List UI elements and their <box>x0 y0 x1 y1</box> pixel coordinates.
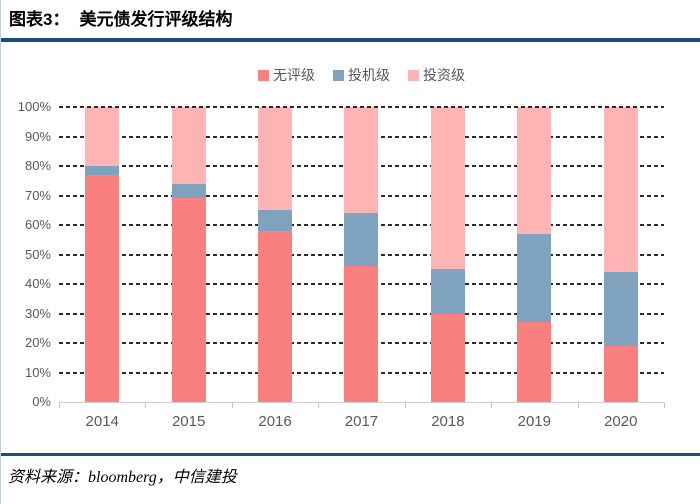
x-tick-label: 2014 <box>85 413 119 430</box>
bar-segment-investment <box>258 107 293 211</box>
bar-segment-investment <box>171 107 206 184</box>
legend-swatch-speculative <box>333 69 344 81</box>
legend-label: 无评级 <box>273 67 315 83</box>
bar-2014 <box>59 107 145 402</box>
legend-item-speculative: 投机级 <box>333 65 390 85</box>
x-tick-label: 2020 <box>604 413 638 430</box>
bar-2019 <box>491 107 577 402</box>
bar-segment-investment <box>85 107 120 167</box>
x-tick-label: 2019 <box>517 413 551 430</box>
bottom-divider <box>1 453 700 456</box>
source-note: 资料来源：bloomberg，中信建投 <box>8 469 237 486</box>
chart-legend: 无评级 投机级 投资级 <box>59 65 664 85</box>
bar-segment-speculative <box>258 210 293 231</box>
y-tick-label: 90% <box>24 128 51 144</box>
bar-segment-unrated <box>85 174 120 402</box>
y-tick-label: 40% <box>24 276 51 291</box>
figure-header: 图表3： 美元债发行评级结构 <box>9 5 232 30</box>
bar-2017 <box>318 107 404 402</box>
bar-2020 <box>578 107 664 402</box>
top-divider <box>1 38 700 42</box>
y-tick-label: 60% <box>24 217 51 232</box>
bar-segment-speculative <box>430 269 465 314</box>
bar-segment-unrated <box>258 230 293 402</box>
bar-segment-speculative <box>603 272 638 346</box>
x-axis-labels: 2014 2015 2016 2017 2018 2019 2020 <box>59 413 664 430</box>
y-tick-label: 80% <box>24 158 51 173</box>
figure-title: 美元债发行评级结构 <box>79 10 233 29</box>
legend-swatch-unrated <box>258 69 269 81</box>
x-axis-tick <box>145 403 147 408</box>
bar-segment-unrated <box>603 345 638 402</box>
y-tick-label: 0% <box>32 394 51 409</box>
bar-segment-investment <box>517 107 552 234</box>
y-tick-label: 70% <box>24 187 51 203</box>
bar-2015 <box>145 107 231 402</box>
bar-2018 <box>405 107 491 402</box>
y-tick-label: 30% <box>24 305 51 321</box>
bar-segment-investment <box>430 107 465 270</box>
bar-segment-unrated <box>344 266 379 402</box>
x-axis-tick <box>577 403 579 408</box>
gridline-100% <box>59 106 664 108</box>
legend-item-investment: 投资级 <box>408 65 465 85</box>
bar-segment-unrated <box>171 198 206 402</box>
x-tick-label: 2017 <box>344 413 379 430</box>
bar-series <box>59 107 664 402</box>
bar-2016 <box>232 107 318 402</box>
x-axis-tick <box>231 403 233 408</box>
bar-segment-investment <box>603 107 638 273</box>
x-axis-tick <box>59 403 60 408</box>
bar-segment-speculative <box>344 213 379 267</box>
bar-segment-unrated <box>517 322 552 402</box>
bar-segment-investment <box>344 107 379 214</box>
y-tick-label: 100% <box>17 99 51 114</box>
y-tick-label: 50% <box>24 246 51 262</box>
x-axis-tick <box>491 403 493 408</box>
legend-label: 投资级 <box>423 67 465 83</box>
x-axis-tick <box>318 403 320 408</box>
bar-segment-speculative <box>171 183 206 199</box>
figure-label: 图表3： <box>9 10 70 29</box>
bar-segment-unrated <box>430 313 465 402</box>
bar-segment-speculative <box>517 233 552 323</box>
x-tick-label: 2016 <box>258 413 292 430</box>
legend-swatch-investment <box>408 69 419 81</box>
legend-item-unrated: 无评级 <box>258 65 315 85</box>
x-tick-label: 2018 <box>431 413 465 430</box>
y-tick-label: 10% <box>24 364 51 380</box>
y-tick-label: 20% <box>24 335 51 350</box>
x-axis-tick <box>404 403 406 408</box>
x-axis-tick <box>664 403 665 408</box>
x-tick-label: 2015 <box>171 413 206 430</box>
plot-area <box>59 106 664 403</box>
bar-segment-speculative <box>85 166 120 175</box>
legend-label: 投机级 <box>348 67 390 83</box>
